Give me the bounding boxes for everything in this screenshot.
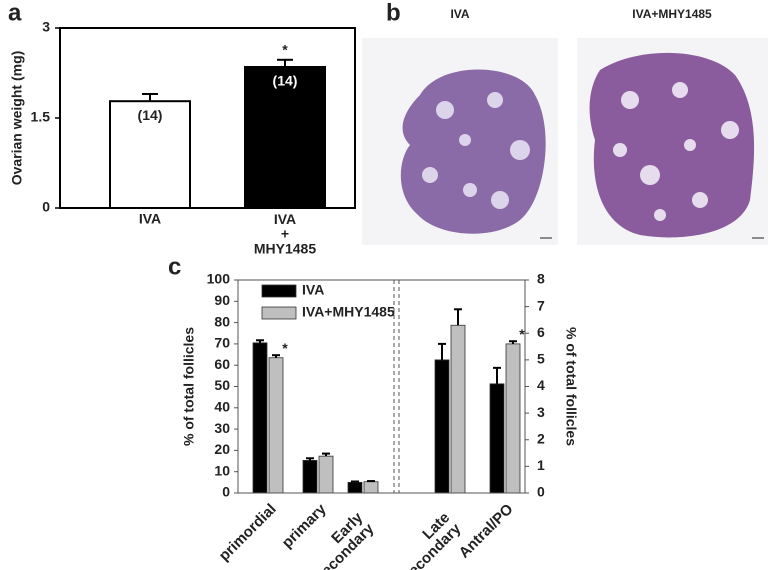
bar [302, 460, 318, 494]
x-tick-label: IVA [139, 211, 161, 227]
bar [252, 342, 268, 494]
x-tick-label: primordial [216, 501, 280, 565]
y2-tick-label: 0 [537, 484, 545, 500]
y-tick-label: 100 [207, 271, 231, 287]
plot-frame [59, 27, 356, 209]
x-tick-label: IVA + MHY1485 [254, 211, 316, 256]
y-tick-label: 3 [42, 19, 50, 35]
y2-tick-label: 6 [537, 324, 545, 340]
x-tick-label: Antral/PO [456, 500, 517, 561]
y-tick-label: 90 [214, 292, 230, 308]
y-tick-label: 1.5 [31, 109, 51, 125]
histology-image [362, 38, 558, 245]
histology-image [577, 38, 768, 245]
y2-tick-label: 7 [537, 297, 545, 313]
y-tick-label: 50 [214, 377, 230, 393]
bar [363, 481, 379, 494]
panel-label: a [8, 0, 22, 26]
bar [434, 359, 450, 494]
bar [450, 324, 466, 494]
legend-swatch [261, 306, 297, 320]
y2-tick-label: 4 [537, 377, 545, 393]
y-tick-label: 20 [214, 441, 230, 457]
y-tick-label: 40 [214, 399, 230, 415]
y-tick-label: 70 [214, 335, 230, 351]
panel-label: c [168, 253, 181, 280]
legend-label: IVA [302, 282, 324, 298]
y-axis-label: Ovarian weight (mg) [9, 51, 25, 186]
bar [244, 66, 326, 209]
n-label: (14) [138, 107, 163, 123]
y-tick-label: 80 [214, 313, 230, 329]
bar [505, 343, 521, 494]
bar [347, 481, 363, 494]
axis-break [393, 280, 400, 493]
image-title: IVA+MHY1485 [632, 7, 712, 21]
image-title: IVA [450, 7, 469, 21]
panel-label: b [386, 0, 401, 26]
y-tick-label: 0 [222, 484, 230, 500]
significance: * [282, 340, 288, 356]
legend-label: IVA+MHY1485 [302, 304, 395, 320]
y-tick-label: 10 [214, 462, 230, 478]
n-label: (14) [273, 73, 298, 89]
plot-frame [237, 279, 526, 494]
y2-tick-label: 2 [537, 430, 545, 446]
bar [318, 455, 334, 494]
y-tick-label: 60 [214, 356, 230, 372]
y2-tick-label: 5 [537, 351, 545, 367]
bar [109, 100, 191, 209]
y2-tick-label: 3 [537, 404, 545, 420]
y-tick-label: 0 [42, 199, 50, 215]
bar [489, 383, 505, 494]
x-tick-label: Latesecondary [388, 509, 465, 570]
bar [268, 357, 284, 494]
y-tick-label: 30 [214, 420, 230, 436]
significance: * [282, 42, 288, 58]
y2-tick-label: 8 [537, 271, 545, 287]
legend-swatch [261, 284, 297, 298]
x-tick-label: primary [279, 500, 330, 551]
y2-axis-label: % of total follicles [563, 327, 579, 446]
significance: * [519, 326, 525, 342]
y2-tick-label: 1 [537, 457, 545, 473]
y-axis-label: % of total follicles [181, 327, 197, 446]
